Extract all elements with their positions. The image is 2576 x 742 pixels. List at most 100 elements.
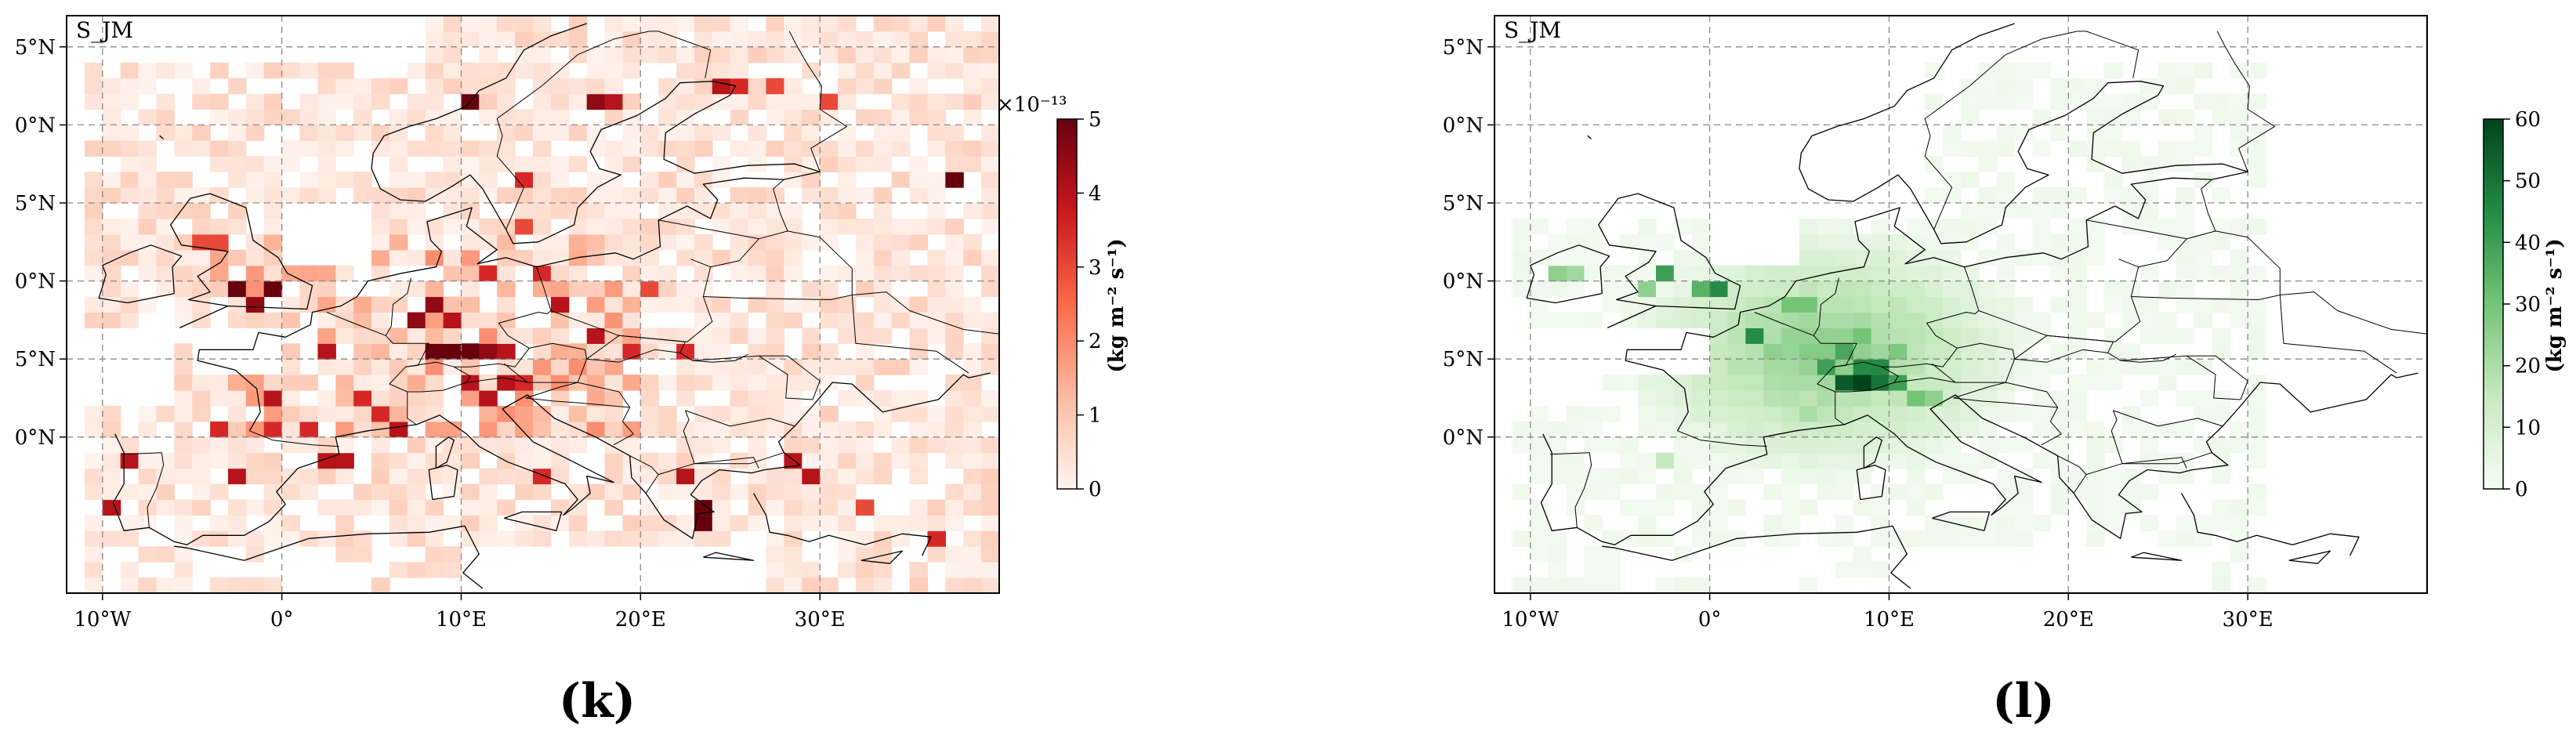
heat-cell: [533, 406, 552, 422]
heat-cell: [730, 390, 749, 407]
heat-cell: [927, 421, 946, 438]
heat-cell: [1745, 343, 1764, 360]
heat-cell: [2014, 483, 2034, 501]
heat-cell: [281, 375, 301, 391]
lon-label: 10°W: [1502, 608, 1559, 632]
heat-cell: [371, 343, 390, 360]
heat-cell: [694, 359, 713, 375]
heat-cell: [568, 359, 588, 375]
heat-cell: [389, 515, 408, 531]
heat-cell: [407, 187, 426, 204]
heat-cell: [981, 249, 999, 266]
heat-cell: [1925, 62, 1944, 79]
heat-cell: [2014, 530, 2034, 547]
heat-cell: [174, 452, 193, 469]
heat-cell: [2248, 140, 2266, 157]
heat-cell: [497, 265, 516, 282]
heat-cell: [425, 233, 444, 251]
border: [2107, 352, 2241, 400]
heat-cell: [353, 296, 372, 313]
heat-cell: [640, 172, 659, 188]
heat-cell: [963, 109, 982, 125]
heat-cell: [245, 187, 265, 204]
heat-cell: [425, 62, 444, 79]
heat-cell: [2086, 375, 2105, 391]
heat-cell: [1925, 483, 1944, 501]
heat-cell: [2176, 281, 2195, 298]
heat-cell: [2230, 249, 2248, 266]
heat-cell: [1781, 296, 1800, 313]
heat-cell: [2230, 530, 2248, 547]
colorbar-tick-label: 50: [2515, 170, 2541, 194]
heat-cell: [2032, 452, 2051, 469]
heat-cell: [1602, 436, 1621, 454]
heat-cell: [1781, 515, 1800, 531]
heat-cell: [479, 390, 498, 407]
heat-cell: [838, 296, 857, 313]
heat-cell: [1799, 468, 1818, 485]
heat-cell: [820, 406, 839, 422]
heat-cell: [1691, 390, 1711, 407]
heat-cell: [2194, 249, 2212, 266]
heat-cell: [586, 249, 606, 266]
heat-cell: [586, 421, 606, 438]
heat-cell: [550, 78, 570, 95]
border: [787, 230, 853, 295]
heat-cell: [1691, 436, 1711, 454]
heat-cell: [658, 93, 677, 110]
heat-cell: [1584, 436, 1603, 454]
lat-label: 5°N: [1443, 192, 1484, 215]
heat-cell: [2032, 187, 2051, 204]
heat-cell: [784, 436, 803, 454]
heat-cell: [2212, 499, 2230, 516]
heat-cell: [2176, 421, 2195, 438]
heat-cell: [1996, 530, 2016, 547]
heat-cell: [102, 530, 121, 547]
heat-cell: [1817, 483, 1836, 501]
heat-cell: [1673, 375, 1693, 391]
heat-cell: [784, 172, 803, 188]
heat-cell: [1996, 125, 2016, 141]
heat-cell: [425, 218, 444, 235]
heat-cell: [748, 296, 767, 313]
heat-cell: [335, 296, 354, 313]
heat-cell: [210, 375, 229, 391]
heat-cell: [927, 436, 946, 454]
border: [1924, 31, 2078, 230]
heat-cell: [604, 359, 623, 375]
heat-cell: [712, 468, 731, 485]
coastline: [2131, 552, 2183, 561]
heat-cell: [389, 483, 408, 501]
heat-cell: [1745, 359, 1764, 375]
heat-cell: [353, 312, 372, 328]
heat-cell: [335, 328, 354, 344]
heat-cell: [515, 187, 534, 204]
heat-cell: [515, 421, 534, 438]
heat-cell: [2032, 140, 2051, 157]
heat-cell: [1853, 421, 1872, 438]
heat-cell: [730, 265, 749, 282]
heat-cell: [802, 187, 821, 204]
heat-cell: [694, 16, 713, 32]
heat-cell: [550, 343, 570, 360]
heat-cell: [658, 187, 677, 204]
heat-cell: [838, 530, 857, 547]
heat-cell: [1727, 343, 1746, 360]
heat-cell: [102, 452, 121, 469]
heat-cell: [533, 156, 552, 172]
heat-cell: [192, 296, 211, 313]
heat-cell: [174, 62, 193, 79]
heat-cell: [1548, 562, 1567, 578]
heat-cell: [2248, 125, 2266, 141]
heat-cell: [2086, 109, 2105, 125]
heat-cell: [1584, 468, 1603, 485]
heat-cell: [425, 187, 444, 204]
heat-cell: [604, 406, 623, 422]
heat-cell: [1602, 406, 1621, 422]
heat-cell: [927, 515, 946, 531]
heat-cell: [676, 156, 695, 172]
heat-cell: [1512, 265, 1531, 282]
heat-cell: [1602, 483, 1621, 501]
heat-cell: [263, 109, 283, 125]
heat-cell: [820, 46, 839, 63]
